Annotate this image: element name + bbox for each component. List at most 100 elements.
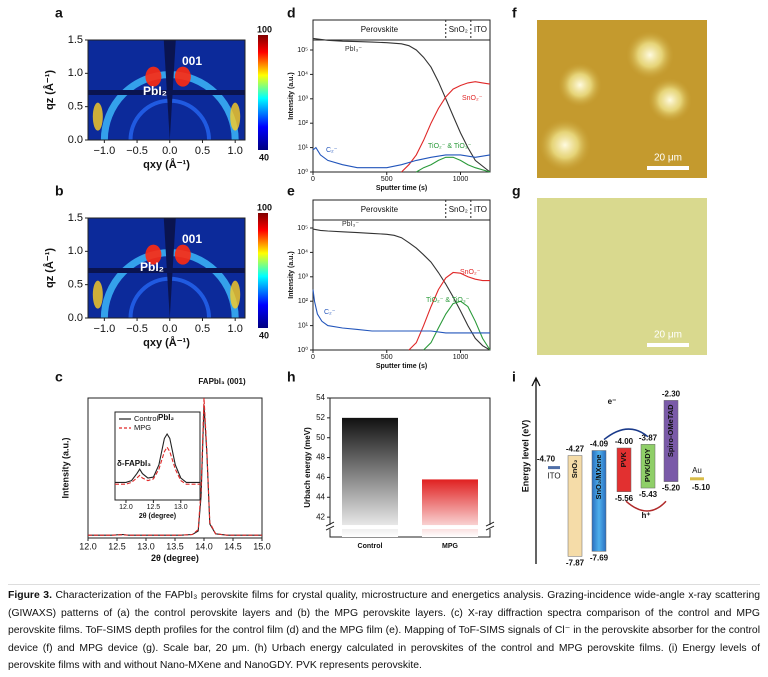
x-tick-label: 12.5 — [108, 541, 126, 551]
beam-stop — [88, 90, 245, 95]
x-tick-label: 0 — [311, 176, 315, 183]
level-line — [690, 477, 704, 481]
annotation: 001 — [182, 54, 202, 68]
y-tick-label: 48 — [316, 453, 325, 462]
y-tick-label: 46 — [316, 473, 325, 482]
panel-g: 20 μm g — [512, 183, 707, 355]
panel-label: d — [287, 5, 296, 21]
colorbar-label: 100 — [257, 202, 272, 212]
scale-bar-label: 20 μm — [654, 330, 682, 341]
x-tick-label: 0 — [311, 354, 315, 361]
legend-label: MPG — [134, 423, 151, 432]
frame — [87, 39, 246, 141]
beam-stop — [88, 268, 245, 273]
x-tick-label: 13.0 — [137, 541, 155, 551]
annotation: e⁻ — [608, 397, 617, 406]
colorbar — [258, 35, 268, 150]
level-label: -7.69 — [590, 553, 609, 562]
x-tick-label: 500 — [381, 354, 393, 361]
legend-label: Control — [134, 414, 159, 423]
level-label: -7.87 — [566, 558, 585, 567]
y-tick-label: 10² — [298, 298, 309, 305]
x-tick-label: 13.5 — [166, 541, 184, 551]
y-axis-label: qz (Å⁻¹) — [43, 248, 56, 288]
y-tick-label: 50 — [316, 433, 325, 442]
y-axis-arrow — [531, 376, 541, 564]
spot — [648, 78, 692, 122]
electron-arrow — [603, 428, 649, 441]
y-tick-label: 0.0 — [68, 134, 83, 146]
level-label: -5.20 — [662, 484, 681, 493]
x-tick-label: −1.0 — [93, 145, 115, 157]
panel-f: 20 μm f — [512, 5, 707, 178]
frame — [312, 199, 491, 351]
x-tick-label: 12.0 — [119, 504, 133, 511]
panel-label: e — [287, 183, 295, 199]
series-label: SnO₂⁻ — [462, 95, 483, 102]
series-label: PbI₃⁻ — [345, 46, 362, 53]
x-axis-label: 2θ (degree) — [151, 553, 199, 563]
x-tick-label: −1.0 — [93, 323, 115, 335]
caption-label: Figure 3. — [8, 590, 52, 601]
figure: 20 μm f 20 μm g a 100 40 −1.0 −0.5 0.0 0.5 1.0 0… — [43, 5, 711, 568]
y-tick-label: 10⁰ — [297, 346, 308, 354]
level-bar — [567, 455, 583, 557]
series-label: C₂⁻ — [326, 147, 338, 154]
x-tick-label: 14.0 — [195, 541, 213, 551]
x-tick-label: 12.0 — [79, 541, 97, 551]
annotation: h⁺ — [641, 511, 650, 520]
colorbar-label: 100 — [257, 24, 272, 34]
level-label: -5.10 — [692, 483, 711, 492]
y-axis-label: Intensity (a.u.) — [60, 437, 70, 498]
series-line — [312, 146, 491, 169]
series-line — [115, 432, 200, 483]
annotation: PbI₂ — [158, 413, 174, 422]
level-label: -2.30 — [662, 390, 681, 399]
annotation: FAPbI₃ (001) — [198, 377, 246, 386]
y-tick-label: 0.0 — [68, 312, 83, 324]
material-label: Au — [692, 466, 702, 475]
section-label: ITO — [474, 25, 487, 34]
series-line — [88, 397, 262, 536]
series-label: PbI₃⁻ — [342, 221, 359, 228]
wedge — [163, 218, 176, 318]
level-label: -4.00 — [615, 437, 634, 446]
y-tick-label: 54 — [316, 393, 325, 402]
x-tick-label: −0.5 — [126, 145, 148, 157]
panel-label: a — [55, 5, 63, 21]
x-tick-label: 1.0 — [228, 323, 243, 335]
x-tick-label: 15.0 — [253, 541, 271, 551]
panel-label: h — [287, 369, 296, 385]
series-line — [401, 81, 491, 173]
x-tick-label: 0.0 — [162, 145, 177, 157]
spot — [558, 63, 602, 107]
panel-b: b 100 40 −1.0 −0.5 0.0 0.5 1.0 0.0 0.5 1.0 1.5 qxy (… — [43, 183, 272, 350]
hot-spot — [230, 280, 241, 309]
hot-spot — [145, 66, 162, 87]
x-tick-label: 14.5 — [224, 541, 242, 551]
frame — [87, 217, 246, 319]
level-line — [548, 466, 560, 470]
scale-bar — [647, 343, 689, 347]
y-tick-label: 1.5 — [68, 212, 83, 224]
x-tick-label: −0.5 — [126, 323, 148, 335]
panel-label: f — [512, 5, 517, 21]
x-tick-label: 12.5 — [147, 504, 161, 511]
hot-spot — [92, 102, 103, 131]
hot-spot — [230, 102, 241, 131]
annotation: δ-FAPbI₃ — [117, 459, 151, 468]
x-tick-label: 0.5 — [195, 145, 210, 157]
panel-i: i Energy level (eV) -4.70 ITO -4.27 -7.87 SnO₂… — [512, 369, 711, 568]
level-bar — [616, 447, 632, 492]
panel-d: d 0 500 1000 10⁰ 10¹ 10² 10³ 10⁴ 10⁵ Sputter time … — [287, 5, 491, 192]
y-tick-label: 0.5 — [68, 279, 83, 291]
hot-spot — [145, 244, 162, 265]
caption-text: Characterization of the FAPbI₃ perovskit… — [8, 590, 760, 672]
series-line — [423, 300, 491, 351]
scale-bar-label: 20 μm — [654, 153, 682, 164]
series-line — [312, 289, 490, 334]
y-tick-label: 10³ — [298, 96, 309, 103]
series-line — [416, 156, 491, 173]
panel-c: c 12.0 12.5 13.0 13.5 14.0 14.5 15.0 2θ (degree)… — [55, 369, 271, 563]
